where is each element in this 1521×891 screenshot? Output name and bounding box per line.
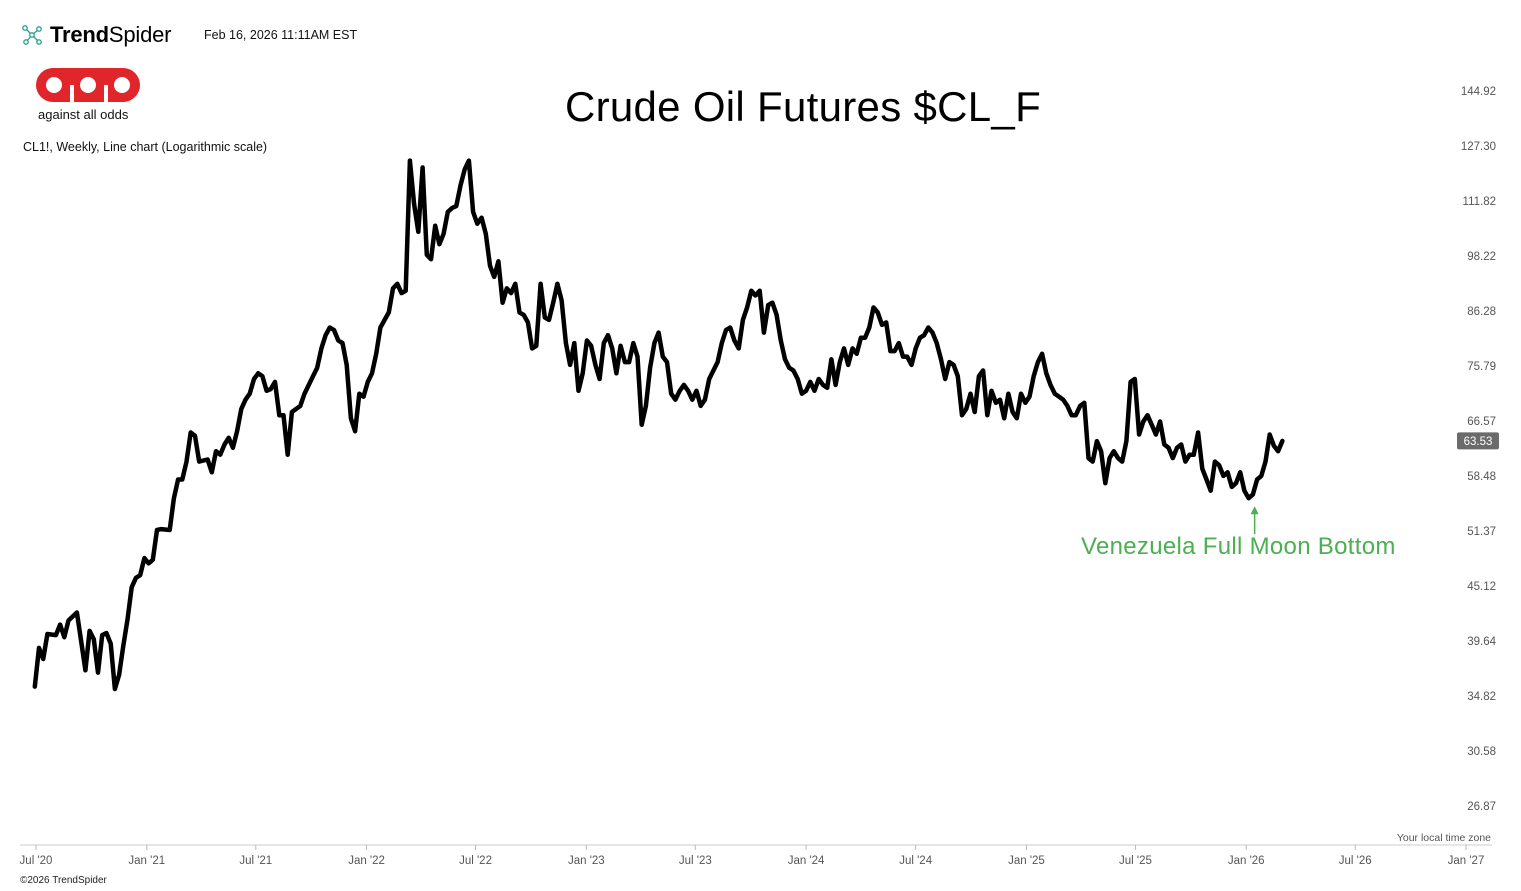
- x-tick-label: Jan '25: [1008, 855, 1045, 867]
- timestamp: Feb 16, 2026 11:11AM EST: [204, 28, 358, 42]
- x-tick-label: Jul '21: [239, 855, 272, 867]
- y-tick-label: 51.37: [1467, 526, 1496, 538]
- x-tick-label: Jul '22: [459, 855, 492, 867]
- chart-subtitle: CL1!, Weekly, Line chart (Logarithmic sc…: [23, 140, 268, 154]
- x-tick-label: Jul '20: [20, 855, 53, 867]
- logo-text: against all odds: [38, 107, 129, 122]
- y-tick-label: 111.82: [1463, 196, 1496, 208]
- y-tick-label: 86.28: [1467, 306, 1496, 318]
- annotation-arrow-head: [1250, 506, 1259, 515]
- against-all-odds-logo-icon: [36, 68, 140, 102]
- x-tick-label: Jul '25: [1119, 855, 1152, 867]
- x-tick-label: Jul '26: [1339, 855, 1372, 867]
- y-tick-label: 127.30: [1461, 141, 1496, 153]
- x-tick-label: Jan '24: [788, 855, 825, 867]
- x-tick-label: Jan '21: [128, 855, 165, 867]
- x-tick-label: Jul '23: [679, 855, 712, 867]
- last-price-badge-bg: [1457, 432, 1499, 450]
- trendspider-brand: TrendSpider: [20, 22, 172, 48]
- y-tick-label: 98.22: [1467, 251, 1496, 263]
- annotation-label: Venezuela Full Moon Bottom: [1081, 533, 1396, 560]
- y-axis-ticks: 144.92 127.30 111.82 98.22 86.28 75.79 66.57 58…: [1461, 86, 1497, 813]
- x-tick-label: Jan '23: [568, 855, 605, 867]
- chart-title: Crude Oil Futures $CL_F: [564, 83, 1042, 130]
- trendspider-logo-icon: [22, 25, 42, 45]
- last-price-label: 63.53: [1464, 436, 1493, 448]
- y-tick-label: 26.87: [1467, 801, 1496, 813]
- annotation-arrow-icon: [1250, 506, 1259, 535]
- y-tick-label: 45.12: [1467, 581, 1496, 593]
- x-tick-label: Jul '24: [899, 855, 932, 867]
- copyright: ©2026 TrendSpider: [20, 875, 107, 886]
- y-tick-label: 75.79: [1467, 361, 1496, 373]
- last-price-badge: 63.53: [1457, 432, 1499, 450]
- price-series-line: [32, 158, 1285, 692]
- x-axis-ticks: Jul '20 Jan '21 Jul '21 Jan '22 Jul '22 Jan '…: [20, 845, 1485, 867]
- x-tick-label: Jan '27: [1448, 855, 1485, 867]
- x-tick-label: Jan '22: [348, 855, 385, 867]
- y-tick-label: 30.58: [1467, 746, 1496, 758]
- y-tick-label: 34.82: [1467, 691, 1496, 703]
- y-tick-label: 144.92: [1461, 86, 1496, 98]
- brand-name-bold: Trend: [50, 22, 109, 47]
- brand-name-light: Spider: [108, 22, 172, 47]
- y-tick-label: 39.64: [1467, 636, 1496, 648]
- y-tick-label: 66.57: [1467, 416, 1496, 428]
- y-tick-label: 58.48: [1467, 471, 1496, 483]
- timezone-note: Your local time zone: [1396, 832, 1491, 844]
- brand-name: TrendSpider: [50, 22, 172, 48]
- x-tick-label: Jan '26: [1228, 855, 1265, 867]
